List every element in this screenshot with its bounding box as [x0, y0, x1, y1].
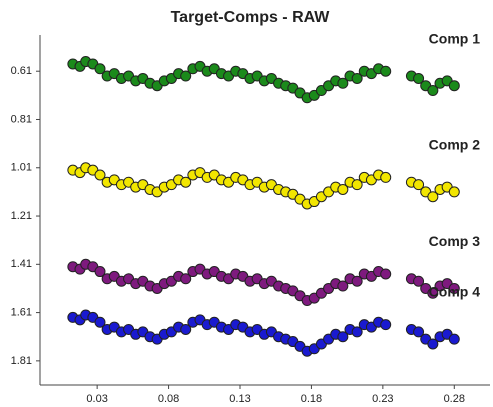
series-label: Comp 4: [429, 284, 481, 300]
point: [94, 63, 106, 75]
x-tick-label: 0.28: [444, 393, 465, 405]
point: [380, 268, 392, 280]
point: [94, 266, 106, 278]
point: [180, 70, 192, 82]
point: [448, 333, 460, 345]
point: [413, 326, 425, 338]
point: [448, 186, 460, 198]
point: [337, 280, 349, 292]
point: [94, 169, 106, 181]
point: [427, 85, 439, 97]
point: [380, 65, 392, 77]
point: [351, 275, 363, 287]
y-tick-label: 1.21: [11, 210, 32, 222]
point: [337, 183, 349, 195]
point: [94, 316, 106, 328]
point: [337, 331, 349, 343]
y-tick-label: 1.01: [11, 162, 32, 174]
y-tick-label: 0.61: [11, 65, 32, 77]
point: [180, 323, 192, 335]
x-tick-label: 0.23: [372, 393, 393, 405]
y-tick-label: 0.81: [11, 113, 32, 125]
series-label: Comp 3: [429, 233, 481, 249]
point: [180, 176, 192, 188]
point: [427, 287, 439, 299]
y-tick-label: 1.61: [11, 306, 32, 318]
x-tick-label: 0.03: [86, 393, 107, 405]
point: [427, 191, 439, 203]
point: [337, 77, 349, 89]
x-tick-label: 0.18: [301, 393, 322, 405]
point: [180, 273, 192, 285]
point: [413, 179, 425, 191]
point: [351, 179, 363, 191]
point: [380, 171, 392, 183]
series-label: Comp 2: [429, 136, 481, 152]
point: [380, 319, 392, 331]
point: [351, 326, 363, 338]
x-tick-label: 0.13: [229, 393, 250, 405]
point: [413, 72, 425, 84]
chart-title: Target-Comps - RAW: [171, 9, 331, 26]
point: [448, 282, 460, 294]
point: [413, 275, 425, 287]
y-tick-label: 1.81: [11, 355, 32, 367]
point: [427, 338, 439, 350]
series-label: Comp 1: [429, 30, 481, 46]
point: [448, 80, 460, 92]
point: [351, 72, 363, 84]
x-tick-label: 0.08: [158, 393, 179, 405]
y-tick-label: 1.41: [11, 258, 32, 270]
